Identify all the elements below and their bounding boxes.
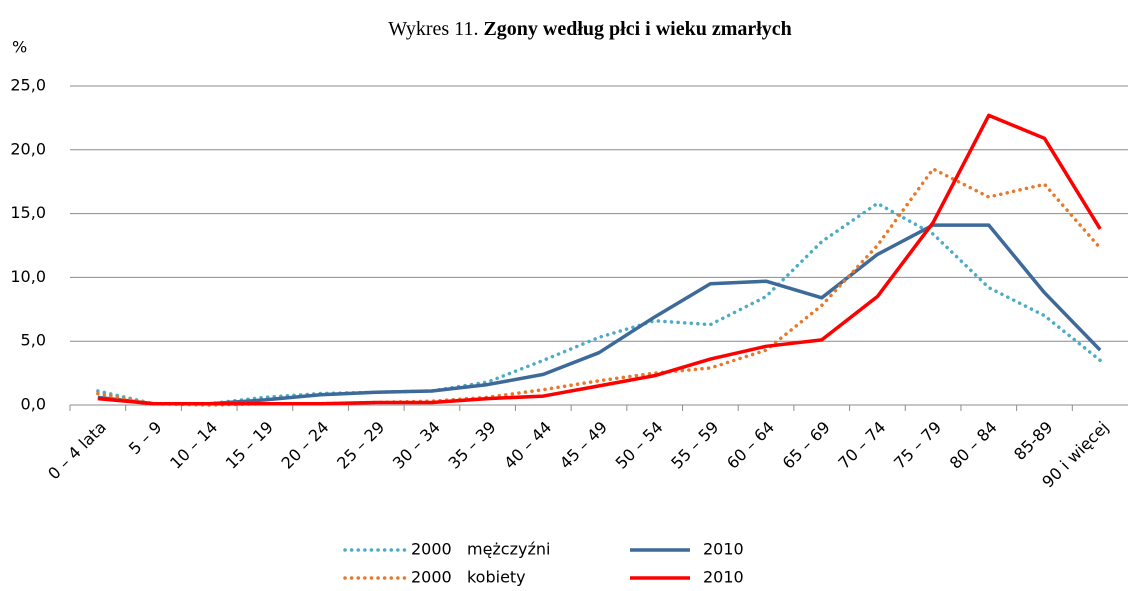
x-tick-label: 5 – 9	[125, 418, 166, 459]
y-tick-label: 10,0	[10, 267, 46, 286]
x-tick-label: 40 – 44	[500, 418, 555, 473]
chart-title: Wykres 11. Zgony według płci i wieku zma…	[388, 18, 792, 40]
title-prefix: Wykres 11.	[388, 18, 478, 40]
y-axis-label: %	[12, 38, 27, 57]
series-line	[96, 167, 1102, 407]
x-tick-label: 0 – 4 lata	[44, 418, 110, 484]
x-tick-label: 75 – 79	[890, 418, 945, 473]
legend-label: 2000 mężczyźni	[411, 540, 550, 559]
x-tick-label: 15 – 19	[222, 418, 277, 473]
x-tick-label: 85-89	[1010, 418, 1056, 464]
y-tick-label: 25,0	[10, 76, 46, 95]
y-tick-label: 5,0	[21, 331, 46, 350]
y-tick-label: 0,0	[21, 395, 46, 414]
series-line	[96, 201, 1102, 406]
y-tick-label: 20,0	[10, 139, 46, 158]
x-tick-label: 10 – 14	[166, 418, 221, 473]
legend-label: 2010	[703, 568, 744, 587]
series-line	[97, 113, 1102, 406]
x-tick-label: 55 – 59	[667, 418, 722, 473]
x-tick-label: 25 – 29	[333, 418, 388, 473]
x-tick-label: 80 – 84	[946, 418, 1001, 473]
x-tick-label: 30 – 34	[389, 418, 444, 473]
series-line	[97, 223, 1102, 406]
x-tick-label: 65 – 69	[779, 418, 834, 473]
x-tick-label: 20 – 24	[278, 418, 333, 473]
legend-label: 2010	[703, 540, 744, 559]
x-tick-label: 60 – 64	[723, 418, 778, 473]
x-tick-label: 50 – 54	[612, 418, 667, 473]
x-tick-label: 45 – 49	[556, 418, 611, 473]
title-main: Zgony według płci i wieku zmarłych	[483, 18, 791, 40]
x-tick-label: 35 – 39	[445, 418, 500, 473]
legend-label: 2000 kobiety	[411, 568, 526, 587]
x-tick-label: 70 – 74	[834, 418, 889, 473]
y-tick-label: 15,0	[10, 203, 46, 222]
